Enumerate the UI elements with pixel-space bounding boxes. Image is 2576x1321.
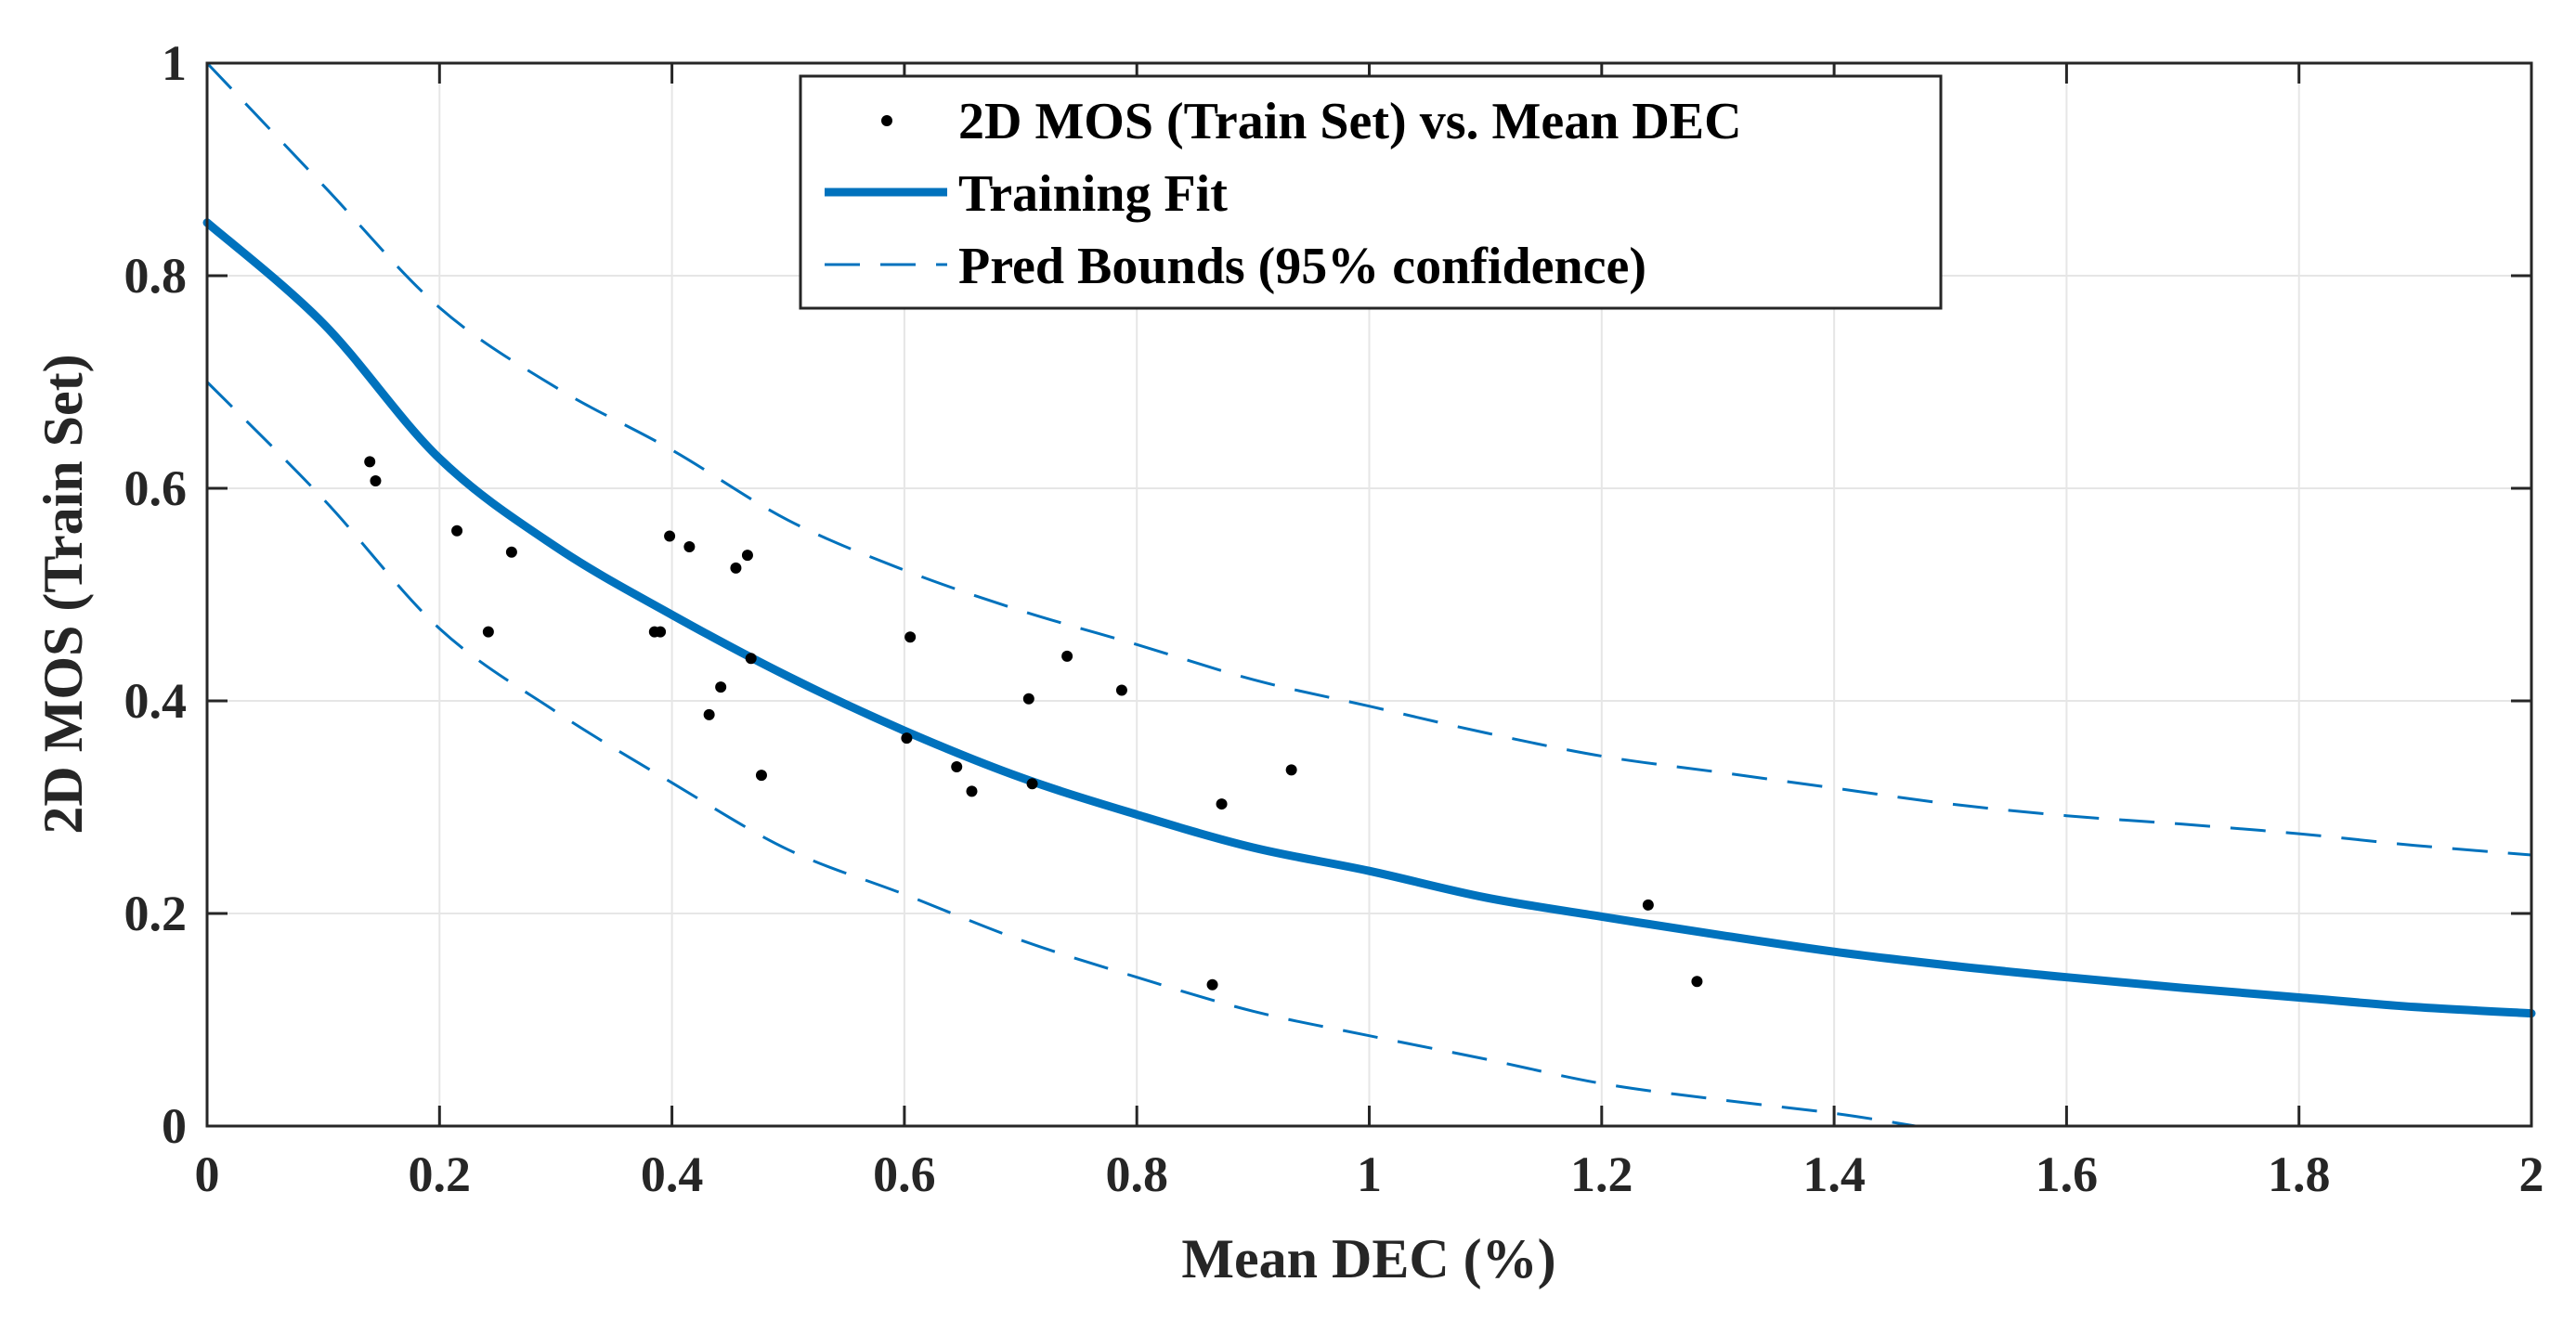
upper-bound-line [205,61,2532,857]
x-tick-label: 0 [195,1146,220,1202]
training-fit [202,218,2536,1018]
data-point [1216,798,1228,810]
x-tick-label: 0.6 [873,1146,936,1202]
legend-point-marker [881,115,892,126]
data-point [1026,778,1038,790]
x-tick-label: 1 [1357,1146,1382,1202]
lower-bound-line [205,381,1916,1128]
x-tick-label: 1.4 [1802,1146,1866,1202]
prediction-bounds [205,61,2532,1128]
y-tick-label: 1 [162,35,187,91]
data-point [683,540,696,552]
x-tick-label: 0.2 [409,1146,472,1202]
x-tick-label: 1.6 [2036,1146,2099,1202]
legend-label-bounds: Pred Bounds (95% confidence) [958,238,1646,295]
data-point [951,760,963,772]
data-point [1061,650,1073,662]
y-tick-label: 0.4 [124,673,188,729]
legend: 2D MOS (Train Set) vs. Mean DEC Training… [799,74,1943,310]
x-tick-label: 0.4 [641,1146,704,1202]
y-tick-label: 0.6 [124,460,188,516]
data-point [715,681,727,693]
data-point [451,525,463,537]
data-point [364,456,376,468]
data-point [966,785,978,797]
data-point [482,626,494,638]
data-point [1642,899,1654,911]
training-fit-line [202,218,2536,1018]
data-point [755,770,767,782]
y-tick-label: 0 [162,1098,187,1154]
y-tick-label: 0.8 [124,248,188,304]
data-point [664,530,676,542]
x-tick-label: 0.8 [1105,1146,1168,1202]
data-point [745,653,757,665]
data-point [741,550,753,562]
data-point [1206,978,1218,991]
data-point [703,708,715,720]
legend-label-fit: Training Fit [958,165,1228,223]
y-axis-label: 2D MOS (Train Set) [33,354,94,834]
data-point [370,474,382,486]
y-tick-label: 0.2 [124,886,188,941]
legend-box [799,74,1943,310]
data-point [904,631,917,643]
x-tick-label: 2 [2519,1146,2544,1202]
data-point [730,562,742,574]
x-axis-ticks: 0 0.2 0.4 0.6 0.8 1 1.2 1.4 1.6 1.8 2 [195,63,2544,1202]
y-axis-ticks: 0 0.2 0.4 0.6 0.8 1 [124,35,2531,1154]
data-point [1285,764,1297,776]
x-axis-label: Mean DEC (%) [1181,1228,1555,1289]
data-point [1022,693,1034,705]
legend-label-points: 2D MOS (Train Set) vs. Mean DEC [958,93,1742,150]
data-point [1115,684,1127,696]
data-point [901,732,913,745]
data-point [1691,976,1703,988]
x-tick-label: 1.2 [1570,1146,1633,1202]
data-point [655,626,667,638]
data-points [364,456,1703,991]
data-point [505,546,517,558]
x-tick-label: 1.8 [2268,1146,2331,1202]
